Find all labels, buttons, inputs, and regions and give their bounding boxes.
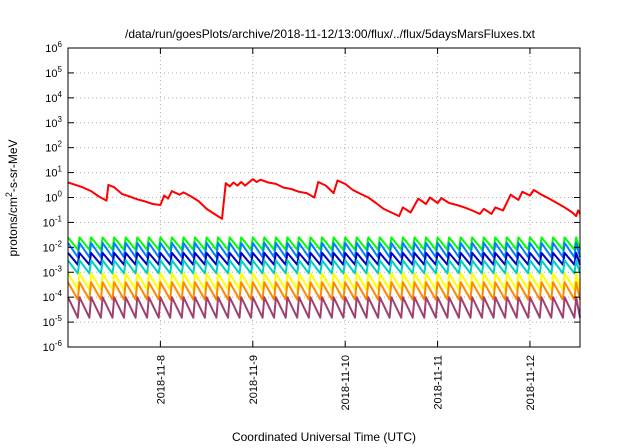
y-tick-label: 10-3 (43, 264, 63, 279)
y-tick-label: 106 (45, 40, 62, 55)
x-tick-label: 2018-11-12 (525, 355, 537, 410)
series-line-0 (67, 178, 581, 220)
axes: 10-6 10-5 10-4 10-3 10-2 10-1 100 101 102 103 104 1… (43, 40, 581, 410)
y-axis-title-main: protons/cm (6, 197, 20, 256)
x-tick-label: 2018-11-8 (155, 355, 167, 404)
y-axis-title: protons/cm2-s-sr-MeV (4, 139, 20, 256)
y-tick-label: 10-6 (43, 339, 63, 354)
series-line-3 (67, 251, 581, 266)
y-tick-label: 10-5 (43, 314, 63, 329)
series-layer (67, 178, 581, 319)
y-tick-label: 101 (45, 165, 62, 180)
y-tick-label: 10-4 (43, 289, 63, 304)
y-tick-label: 104 (45, 90, 62, 105)
y-tick-label: 10-2 (43, 239, 63, 254)
y-tick-label: 100 (45, 190, 62, 205)
series-line-5 (67, 272, 581, 291)
y-tick-label: 103 (45, 115, 62, 130)
series-line-4 (67, 259, 581, 275)
x-axis-title: Coordinated Universal Time (UTC) (232, 430, 416, 444)
series-line-7 (67, 296, 581, 319)
series-line-1 (67, 236, 581, 251)
y-tick-label: 105 (45, 65, 62, 80)
y-tick-label: 10-1 (43, 214, 63, 229)
chart-title: /data/run/goesPlots/archive/2018-11-12/1… (125, 27, 536, 41)
series-line-2 (67, 241, 581, 259)
x-tick-label: 2018-11-11 (433, 355, 445, 410)
y-tick-label: 102 (45, 140, 62, 155)
plot-frame (67, 47, 581, 348)
y-axis-title-rest: -s-sr-MeV (6, 139, 20, 192)
x-tick-label: 2018-11-9 (248, 355, 260, 404)
series-line-6 (67, 281, 581, 301)
x-tick-label: 2018-11-10 (340, 355, 352, 410)
y-axis-title-sup: 2 (4, 192, 14, 197)
